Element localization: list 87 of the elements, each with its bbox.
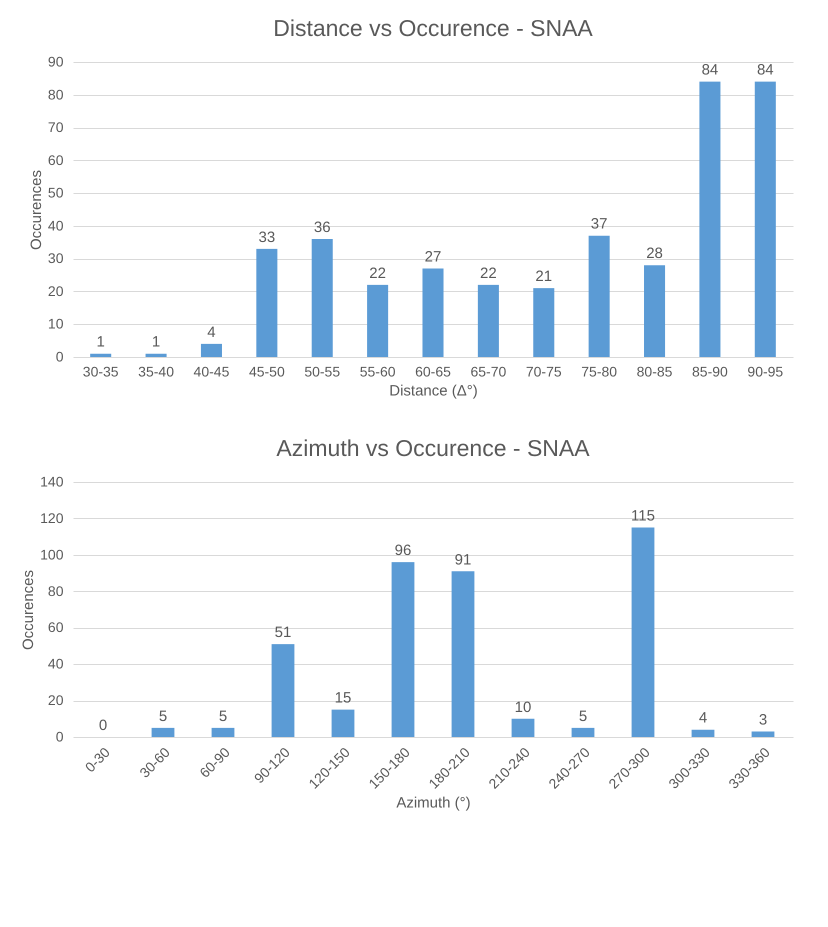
data-label: 27 — [424, 248, 442, 266]
y-tick-label: 30 — [48, 250, 64, 266]
bar — [422, 268, 444, 357]
bar — [332, 710, 354, 737]
data-label: 4 — [207, 324, 216, 341]
x-axis-title: Azimuth (°) — [396, 794, 471, 812]
y-tick-label: 80 — [48, 86, 64, 102]
bar — [644, 265, 666, 357]
data-label: 15 — [334, 690, 352, 707]
bar — [512, 718, 534, 737]
data-label: 22 — [480, 264, 497, 282]
bar — [754, 82, 776, 357]
data-label: 1 — [96, 334, 105, 351]
data-label: 22 — [369, 264, 386, 282]
x-tick-label: 60-65 — [415, 364, 452, 380]
y-axis-title: Occurences — [28, 170, 45, 250]
bar — [478, 284, 499, 357]
y-tick-label: 0 — [56, 728, 64, 744]
data-label: 91 — [454, 551, 472, 568]
x-tick-label: 55-60 — [360, 364, 396, 380]
bar — [632, 528, 654, 737]
bar — [256, 248, 278, 357]
x-axis-title: Distance (Δ°) — [389, 382, 478, 400]
x-tick-label: 0-30 — [82, 744, 114, 776]
bar — [392, 562, 414, 737]
x-tick-label: 65-70 — [470, 364, 506, 380]
x-tick-label: 90-95 — [747, 364, 784, 380]
x-tick-label: 85-90 — [692, 364, 728, 380]
x-tick-label: 70-75 — [526, 364, 562, 380]
y-tick-label: 70 — [48, 119, 64, 136]
y-axis-title: Occurences — [20, 570, 38, 650]
y-tick-label: 20 — [48, 282, 64, 299]
y-tick-label: 0 — [56, 348, 64, 364]
y-tick-label: 40 — [48, 656, 64, 672]
y-tick-label: 120 — [40, 510, 64, 526]
y-tick-label: 90 — [48, 54, 64, 70]
data-label: 84 — [702, 62, 718, 79]
x-tick-label: 45-50 — [248, 364, 285, 380]
data-label: 0 — [98, 717, 108, 734]
bar — [272, 644, 294, 737]
bar — [146, 354, 167, 357]
x-tick-label: 35-40 — [138, 364, 174, 380]
chart-title: Distance vs Occurence - SNAA — [273, 15, 594, 41]
bar — [367, 284, 388, 357]
data-label: 51 — [274, 624, 292, 642]
bar — [692, 730, 714, 737]
y-tick-label: 50 — [48, 184, 64, 201]
y-tick-label: 80 — [48, 582, 64, 599]
y-tick-label: 60 — [48, 152, 64, 168]
x-tick-label: 40-45 — [194, 364, 230, 380]
chart-title: Azimuth vs Occurence - SNAA — [276, 435, 590, 461]
bar — [152, 728, 174, 737]
bar — [212, 728, 234, 737]
bar — [90, 354, 112, 357]
bar — [200, 344, 222, 357]
y-tick-label: 60 — [48, 619, 64, 636]
bar — [533, 288, 554, 357]
data-label: 37 — [590, 216, 608, 233]
x-tick-label: 75-80 — [581, 364, 618, 380]
x-tick-label: 80-85 — [636, 364, 673, 380]
data-label: 5 — [218, 708, 228, 725]
data-label: 28 — [646, 245, 663, 262]
bar — [312, 239, 333, 357]
data-label: 96 — [394, 542, 412, 560]
data-label: 21 — [535, 268, 552, 286]
data-label: 5 — [578, 708, 588, 725]
data-label: 84 — [756, 62, 774, 79]
data-label: 33 — [258, 228, 276, 246]
bar — [588, 236, 610, 357]
y-tick-label: 140 — [40, 474, 64, 490]
bar — [572, 728, 594, 737]
data-label: 1 — [152, 334, 160, 351]
data-label: 3 — [758, 712, 768, 729]
data-label: 5 — [158, 708, 168, 725]
data-label: 4 — [698, 710, 708, 727]
y-tick-label: 10 — [48, 316, 64, 332]
data-label: 36 — [314, 219, 331, 236]
y-tick-label: 20 — [48, 692, 64, 708]
x-tick-label: 30-35 — [82, 364, 119, 380]
y-tick-label: 100 — [40, 546, 64, 562]
data-label: 10 — [514, 698, 532, 716]
data-label: 115 — [631, 508, 655, 525]
bar — [699, 82, 720, 357]
y-tick-label: 40 — [48, 217, 64, 234]
bar — [752, 732, 774, 737]
x-tick-label: 50-55 — [304, 364, 340, 380]
bar — [452, 571, 474, 737]
